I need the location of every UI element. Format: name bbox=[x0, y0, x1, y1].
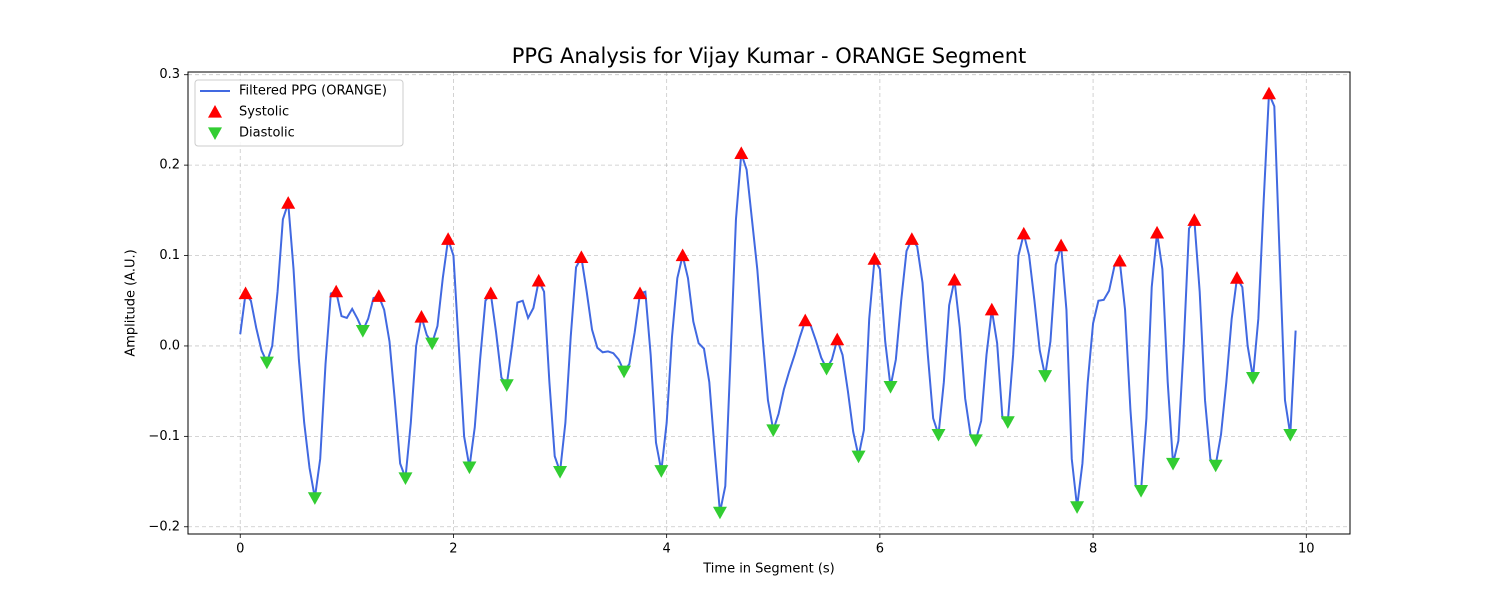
marker bbox=[259, 356, 274, 370]
marker bbox=[574, 250, 589, 263]
marker bbox=[441, 232, 456, 245]
marker bbox=[1054, 238, 1069, 252]
y-tick-label: 0.3 bbox=[159, 67, 180, 82]
marker bbox=[654, 465, 669, 478]
marker bbox=[553, 466, 568, 479]
chart-title: PPG Analysis for Vijay Kumar - ORANGE Se… bbox=[512, 44, 1027, 68]
marker bbox=[281, 196, 296, 209]
marker bbox=[633, 286, 648, 300]
marker bbox=[1070, 501, 1085, 514]
marker bbox=[1166, 457, 1181, 471]
marker bbox=[499, 379, 514, 392]
y-tick-label: 0.0 bbox=[159, 338, 180, 353]
marker bbox=[1187, 213, 1202, 226]
x-tick-label: 6 bbox=[876, 542, 884, 557]
legend-box bbox=[194, 79, 404, 147]
marker bbox=[329, 284, 344, 298]
marker bbox=[1261, 86, 1276, 100]
marker bbox=[1112, 253, 1127, 267]
marker bbox=[867, 252, 882, 265]
y-tick-label: −0.1 bbox=[148, 429, 180, 444]
marker bbox=[830, 332, 845, 346]
marker bbox=[355, 324, 370, 338]
marker bbox=[462, 461, 477, 475]
marker bbox=[398, 472, 413, 485]
marker bbox=[798, 313, 813, 327]
marker bbox=[1000, 416, 1015, 429]
marker bbox=[1150, 225, 1165, 239]
x-tick-label: 10 bbox=[1298, 542, 1315, 557]
marker bbox=[1245, 371, 1260, 385]
marker bbox=[675, 248, 690, 262]
marker bbox=[931, 428, 946, 442]
marker bbox=[1038, 370, 1053, 383]
marker bbox=[712, 506, 727, 520]
marker bbox=[483, 286, 498, 300]
legend-label: Systolic bbox=[239, 105, 289, 120]
y-tick-label: 0.2 bbox=[159, 158, 180, 173]
marker bbox=[883, 381, 898, 394]
legend-marker bbox=[208, 127, 222, 140]
y-tick-label: −0.2 bbox=[148, 519, 180, 534]
marker bbox=[425, 337, 440, 351]
marker bbox=[371, 289, 386, 302]
marker bbox=[984, 302, 999, 316]
marker bbox=[1016, 226, 1031, 240]
legend-label: Diastolic bbox=[239, 126, 295, 141]
plot-frame bbox=[187, 71, 1351, 535]
marker bbox=[1229, 271, 1244, 284]
marker bbox=[307, 492, 322, 505]
x-axis-label: Time in Segment (s) bbox=[702, 562, 834, 577]
marker bbox=[414, 310, 429, 323]
marker bbox=[819, 362, 834, 376]
y-tick-label: 0.1 bbox=[159, 248, 180, 263]
marker bbox=[617, 365, 632, 379]
marker bbox=[1208, 459, 1223, 473]
marker bbox=[1134, 485, 1149, 498]
marker bbox=[851, 450, 866, 464]
marker bbox=[766, 424, 781, 438]
x-tick-label: 8 bbox=[1089, 542, 1097, 557]
x-tick-label: 2 bbox=[449, 542, 457, 557]
marker bbox=[1283, 428, 1298, 442]
marker bbox=[968, 434, 983, 447]
x-tick-label: 4 bbox=[663, 542, 671, 557]
x-tick-label: 0 bbox=[236, 542, 244, 557]
marker bbox=[904, 232, 919, 245]
marker bbox=[531, 273, 546, 287]
legend-marker bbox=[208, 105, 222, 118]
marker bbox=[238, 286, 253, 300]
marker bbox=[734, 146, 749, 159]
y-axis-label: Amplitude (A.U.) bbox=[124, 249, 139, 356]
marker bbox=[947, 272, 962, 286]
legend-label: Filtered PPG (ORANGE) bbox=[239, 84, 387, 99]
